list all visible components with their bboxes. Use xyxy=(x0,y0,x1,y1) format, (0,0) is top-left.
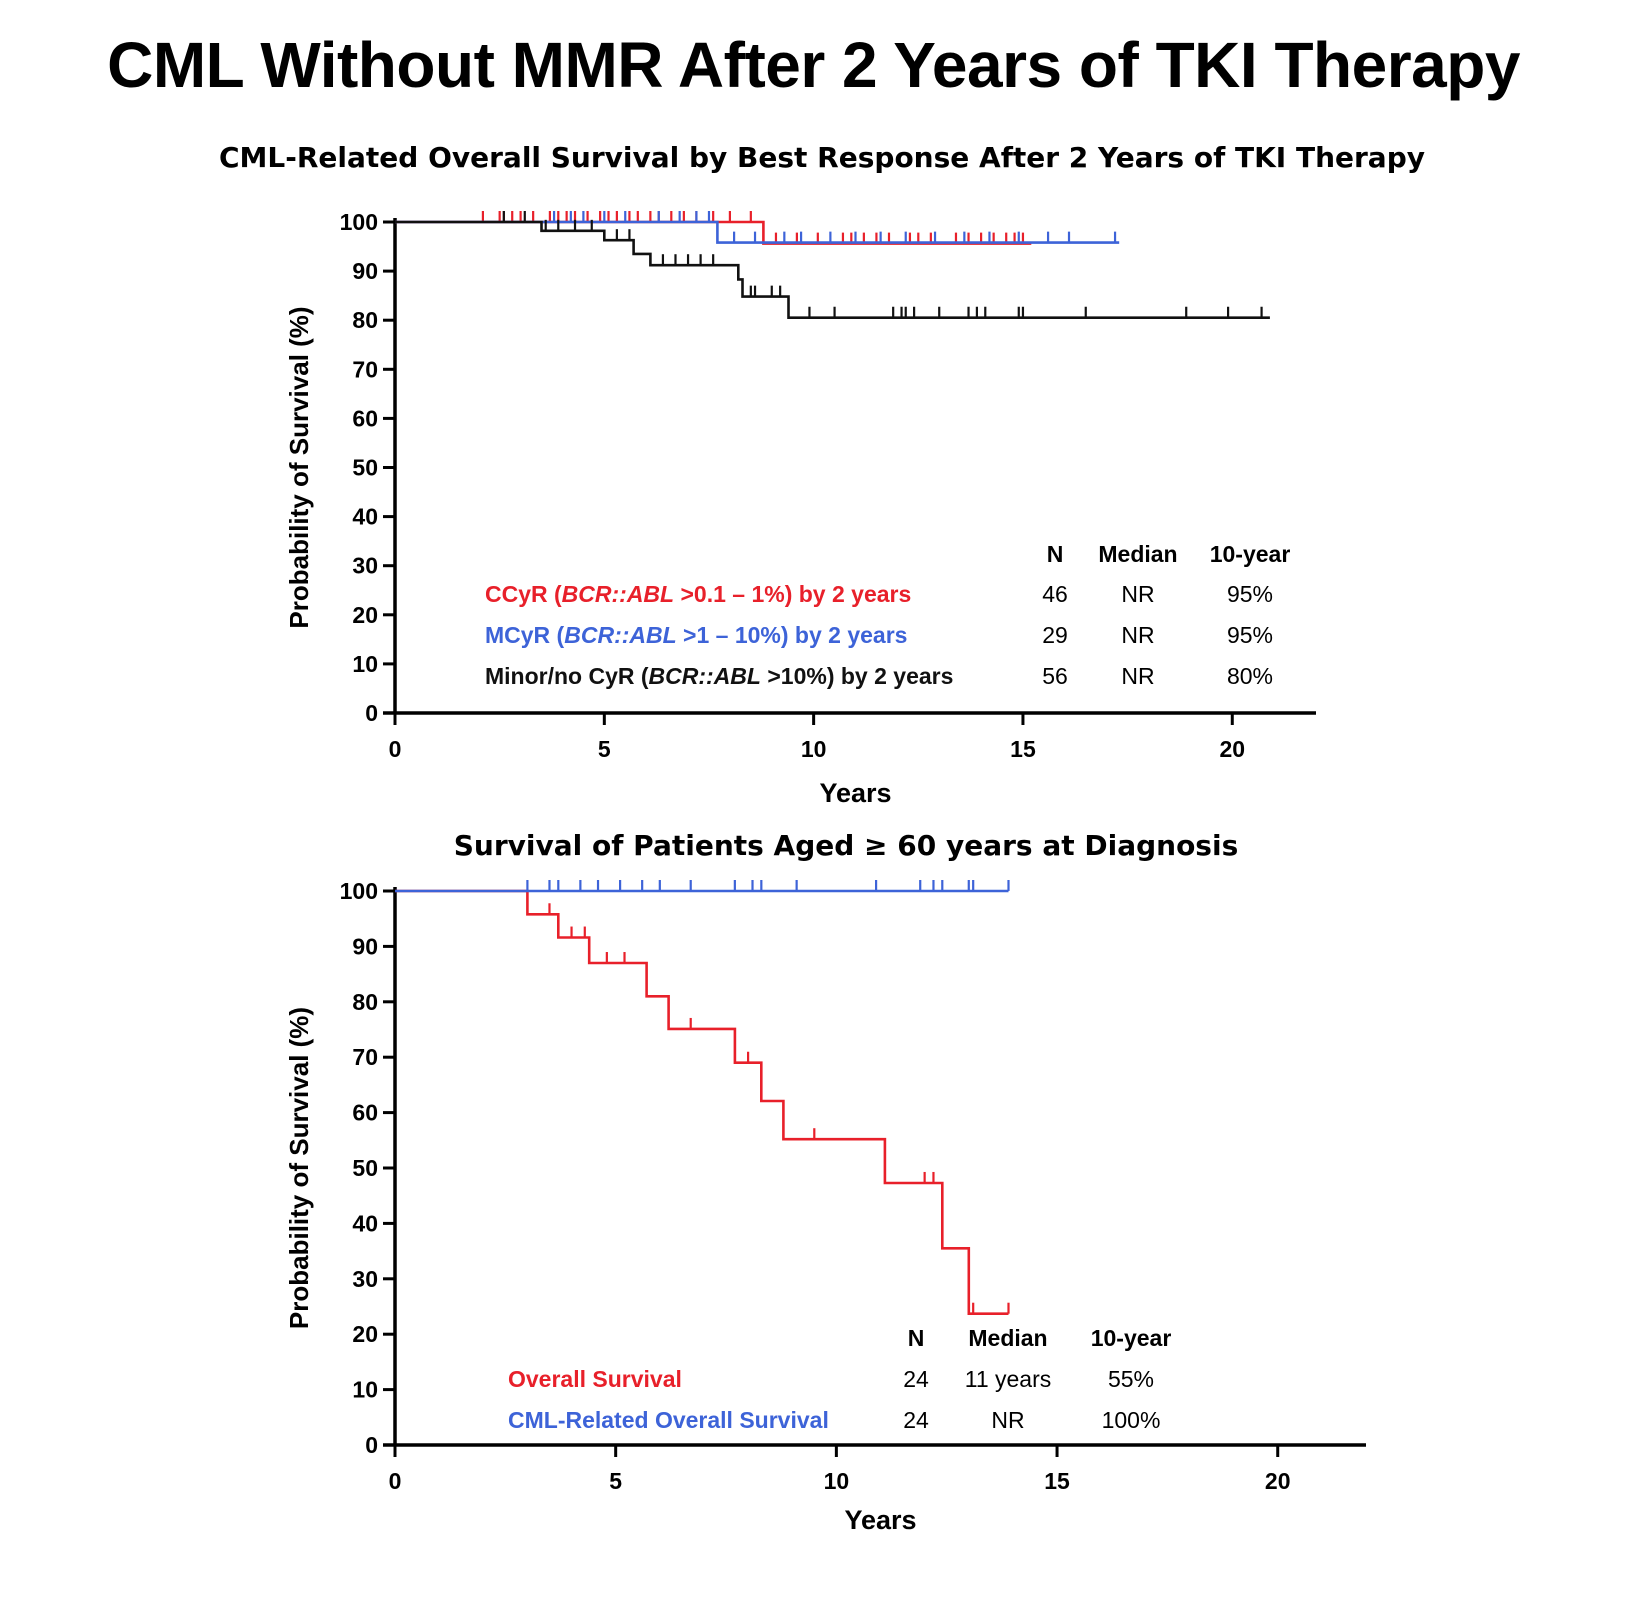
table-header-cell: N xyxy=(1047,541,1064,567)
y-tick-label: 100 xyxy=(340,209,378,235)
y-tick-label: 20 xyxy=(352,1321,378,1347)
table-cell: 55% xyxy=(1108,1366,1154,1392)
km-chart-best-response: CML-Related Overall Survival by Best Res… xyxy=(219,141,1425,808)
x-tick-label: 15 xyxy=(1044,1468,1070,1494)
table-cell: 11 years xyxy=(965,1366,1052,1392)
legend-entry-1: Overall Survival xyxy=(508,1366,682,1392)
x-axis-title: Years xyxy=(844,1505,916,1535)
y-axis-title: Probability of Survival (%) xyxy=(284,306,314,628)
x-tick-label: 20 xyxy=(1219,736,1245,762)
x-tick-label: 5 xyxy=(609,1468,622,1494)
table-cell: 24 xyxy=(903,1407,929,1433)
x-tick-label: 20 xyxy=(1265,1468,1291,1494)
table-cell: 100% xyxy=(1102,1407,1161,1433)
table-cell: 24 xyxy=(903,1366,929,1392)
y-tick-label: 80 xyxy=(352,307,378,333)
x-tick-label: 10 xyxy=(824,1468,850,1494)
table-header-cell: 10-year xyxy=(1210,541,1291,567)
legend-entry-3: Minor/no CyR (BCR::ABL >10%) by 2 years xyxy=(485,663,953,689)
y-tick-label: 40 xyxy=(352,504,378,530)
x-axis-title: Years xyxy=(819,778,891,808)
table-cell: 80% xyxy=(1227,663,1273,689)
y-tick-label: 60 xyxy=(352,1100,378,1126)
y-tick-label: 10 xyxy=(352,1377,378,1403)
chart-title: CML-Related Overall Survival by Best Res… xyxy=(219,141,1425,174)
y-tick-label: 50 xyxy=(352,1155,378,1181)
x-tick-label: 0 xyxy=(389,736,402,762)
table-cell: NR xyxy=(1121,581,1154,607)
y-tick-label: 0 xyxy=(365,700,378,726)
survival-curve-2 xyxy=(395,220,1120,244)
y-tick-label: 70 xyxy=(352,356,378,382)
y-axis-title: Probability of Survival (%) xyxy=(284,1007,314,1329)
table-cell: 56 xyxy=(1042,663,1068,689)
y-tick-label: 80 xyxy=(352,989,378,1015)
table-cell: 95% xyxy=(1227,622,1273,648)
y-tick-label: 40 xyxy=(352,1210,378,1236)
y-tick-label: 100 xyxy=(340,878,378,904)
table-cell: NR xyxy=(1121,663,1154,689)
table-cell: 95% xyxy=(1227,581,1273,607)
y-tick-label: 90 xyxy=(352,258,378,284)
legend-entry-2: CML-Related Overall Survival xyxy=(508,1407,829,1433)
table-cell: NR xyxy=(991,1407,1024,1433)
chart-title: Survival of Patients Aged ≥ 60 years at … xyxy=(454,829,1238,862)
survival-curve-3 xyxy=(395,220,1270,319)
table-header-cell: N xyxy=(908,1325,925,1351)
x-tick-label: 5 xyxy=(598,736,611,762)
survival-curve-1 xyxy=(395,889,1009,1315)
main-title: CML Without MMR After 2 Years of TKI The… xyxy=(107,29,1520,101)
y-tick-label: 20 xyxy=(352,602,378,628)
legend-entry-1: CCyR (BCR::ABL >0.1 – 1%) by 2 years xyxy=(485,581,911,607)
y-tick-label: 60 xyxy=(352,405,378,431)
table-header-cell: 10-year xyxy=(1091,1325,1172,1351)
km-chart-age-60: Survival of Patients Aged ≥ 60 years at … xyxy=(284,829,1366,1535)
y-tick-label: 10 xyxy=(352,651,378,677)
x-tick-label: 0 xyxy=(389,1468,402,1494)
x-tick-label: 15 xyxy=(1010,736,1036,762)
y-tick-label: 90 xyxy=(352,933,378,959)
legend-entry-2: MCyR (BCR::ABL >1 – 10%) by 2 years xyxy=(485,622,907,648)
x-tick-label: 10 xyxy=(801,736,827,762)
table-header-cell: Median xyxy=(968,1325,1047,1351)
table-cell: NR xyxy=(1121,622,1154,648)
table-cell: 46 xyxy=(1042,581,1068,607)
y-tick-label: 0 xyxy=(365,1432,378,1458)
table-header-cell: Median xyxy=(1098,541,1177,567)
y-tick-label: 30 xyxy=(352,1266,378,1292)
y-tick-label: 30 xyxy=(352,553,378,579)
y-tick-label: 70 xyxy=(352,1044,378,1070)
table-cell: 29 xyxy=(1042,622,1068,648)
y-tick-label: 50 xyxy=(352,455,378,481)
